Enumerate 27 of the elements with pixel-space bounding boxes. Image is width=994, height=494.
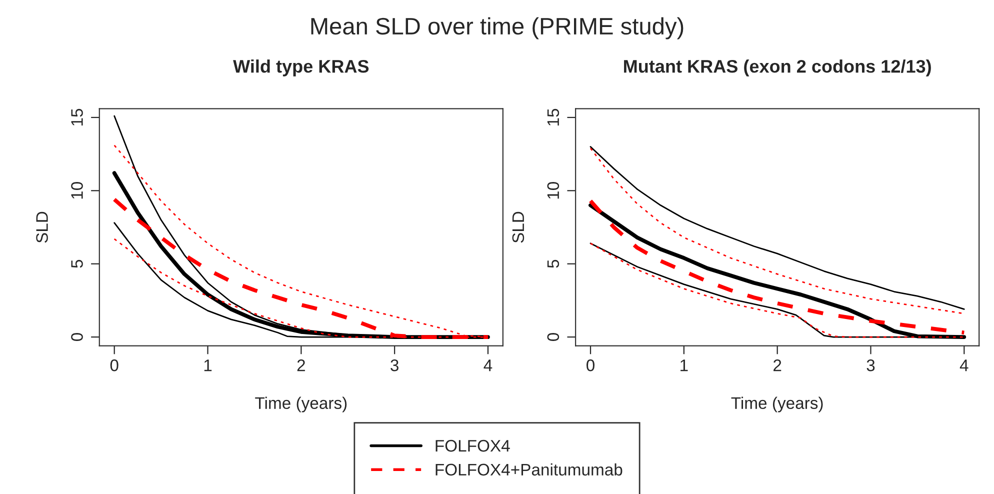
y-tick-label: 0 <box>547 333 560 341</box>
text: Mean SLD over time (PRIME study) <box>311 17 684 40</box>
x-axis-title: Time (years) <box>255 396 347 412</box>
legend-label: FOLFOX4 <box>436 440 510 452</box>
x-tick-label: 4 <box>960 360 968 372</box>
y-tick-label: 15 <box>547 108 560 126</box>
y-tick-label: 5 <box>547 260 560 268</box>
x-tick-label: 3 <box>866 359 875 372</box>
y-tick-label: 0 <box>71 333 83 341</box>
x-tick-label: 1 <box>680 360 688 372</box>
y-tick-label: 5 <box>71 260 83 268</box>
x-tick-label: 2 <box>297 359 305 372</box>
y-axis-title: SLD <box>36 212 48 243</box>
y-tick-label: 10 <box>547 182 560 199</box>
y-tick-label: 10 <box>71 182 83 199</box>
x-axis-title: Time (years) <box>731 396 823 412</box>
x-tick-label: 3 <box>390 359 398 372</box>
y-axis-title: SLD <box>512 212 524 243</box>
x-tick-label: 2 <box>774 359 782 372</box>
x-tick-label: 1 <box>204 360 212 372</box>
x-tick-label: 0 <box>110 359 118 372</box>
chart-title: Wild type KRAS <box>233 59 369 76</box>
chart-title: Mutant KRAS (exon 2 codons 12/13) <box>624 59 931 76</box>
legend-label: FOLFOX4+Panitumumab <box>436 463 622 476</box>
x-tick-label: 0 <box>586 359 594 372</box>
y-tick-label: 15 <box>71 108 83 126</box>
x-tick-label: 4 <box>484 360 492 372</box>
